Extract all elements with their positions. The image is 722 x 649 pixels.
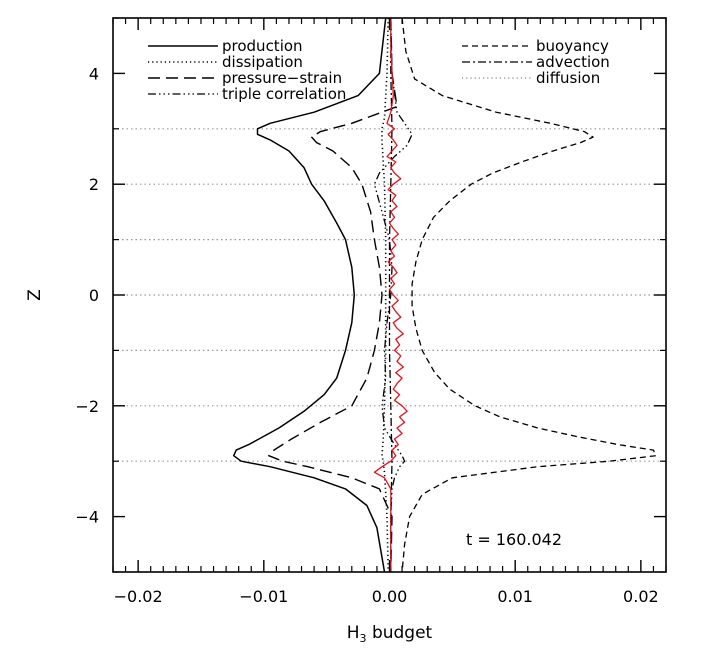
legend: productiondissipationpressure−straintrip… — [148, 37, 610, 103]
y-tick-label: 2 — [89, 175, 99, 194]
y-tick-label: 4 — [89, 64, 99, 83]
legend-label: triple correlation — [222, 85, 346, 103]
x-tick-label: 0.02 — [623, 587, 659, 606]
series-line-4 — [373, 17, 413, 572]
y-tick-label: −4 — [75, 508, 99, 527]
legend-label: production — [222, 37, 303, 55]
tick-labels: −0.02 −0.01 0.00 0.01 0.02 −4 −2 0 2 4 — [75, 64, 658, 606]
x-tick-label: 0.01 — [497, 587, 533, 606]
legend-label: buoyancy — [536, 37, 609, 55]
x-tick-label: −0.01 — [239, 587, 288, 606]
legend-label: advection — [536, 53, 610, 71]
x-axis-label-rest: budget — [367, 623, 433, 643]
x-axis-label: H3 budget — [347, 623, 433, 645]
y-tick-label: −2 — [75, 397, 99, 416]
legend-label: dissipation — [222, 53, 303, 71]
y-axis-label: Z — [25, 289, 45, 301]
series-line-3 — [268, 17, 398, 573]
x-axis-label-sub: 3 — [360, 632, 367, 645]
x-tick-label: 0.00 — [372, 587, 408, 606]
series-lines — [232, 17, 657, 573]
legend-label: pressure−strain — [222, 69, 342, 87]
axis-ticks — [112, 17, 667, 573]
y-tick-label: 0 — [89, 286, 99, 305]
x-tick-label: −0.02 — [114, 587, 163, 606]
series-line-1 — [232, 17, 387, 573]
series-line-7 — [373, 18, 408, 572]
x-axis-label-h: H — [347, 623, 360, 643]
series-line-2 — [381, 17, 389, 573]
series-line-5 — [401, 17, 657, 573]
time-annotation: t = 160.042 — [466, 530, 562, 549]
legend-label: diffusion — [536, 69, 600, 87]
